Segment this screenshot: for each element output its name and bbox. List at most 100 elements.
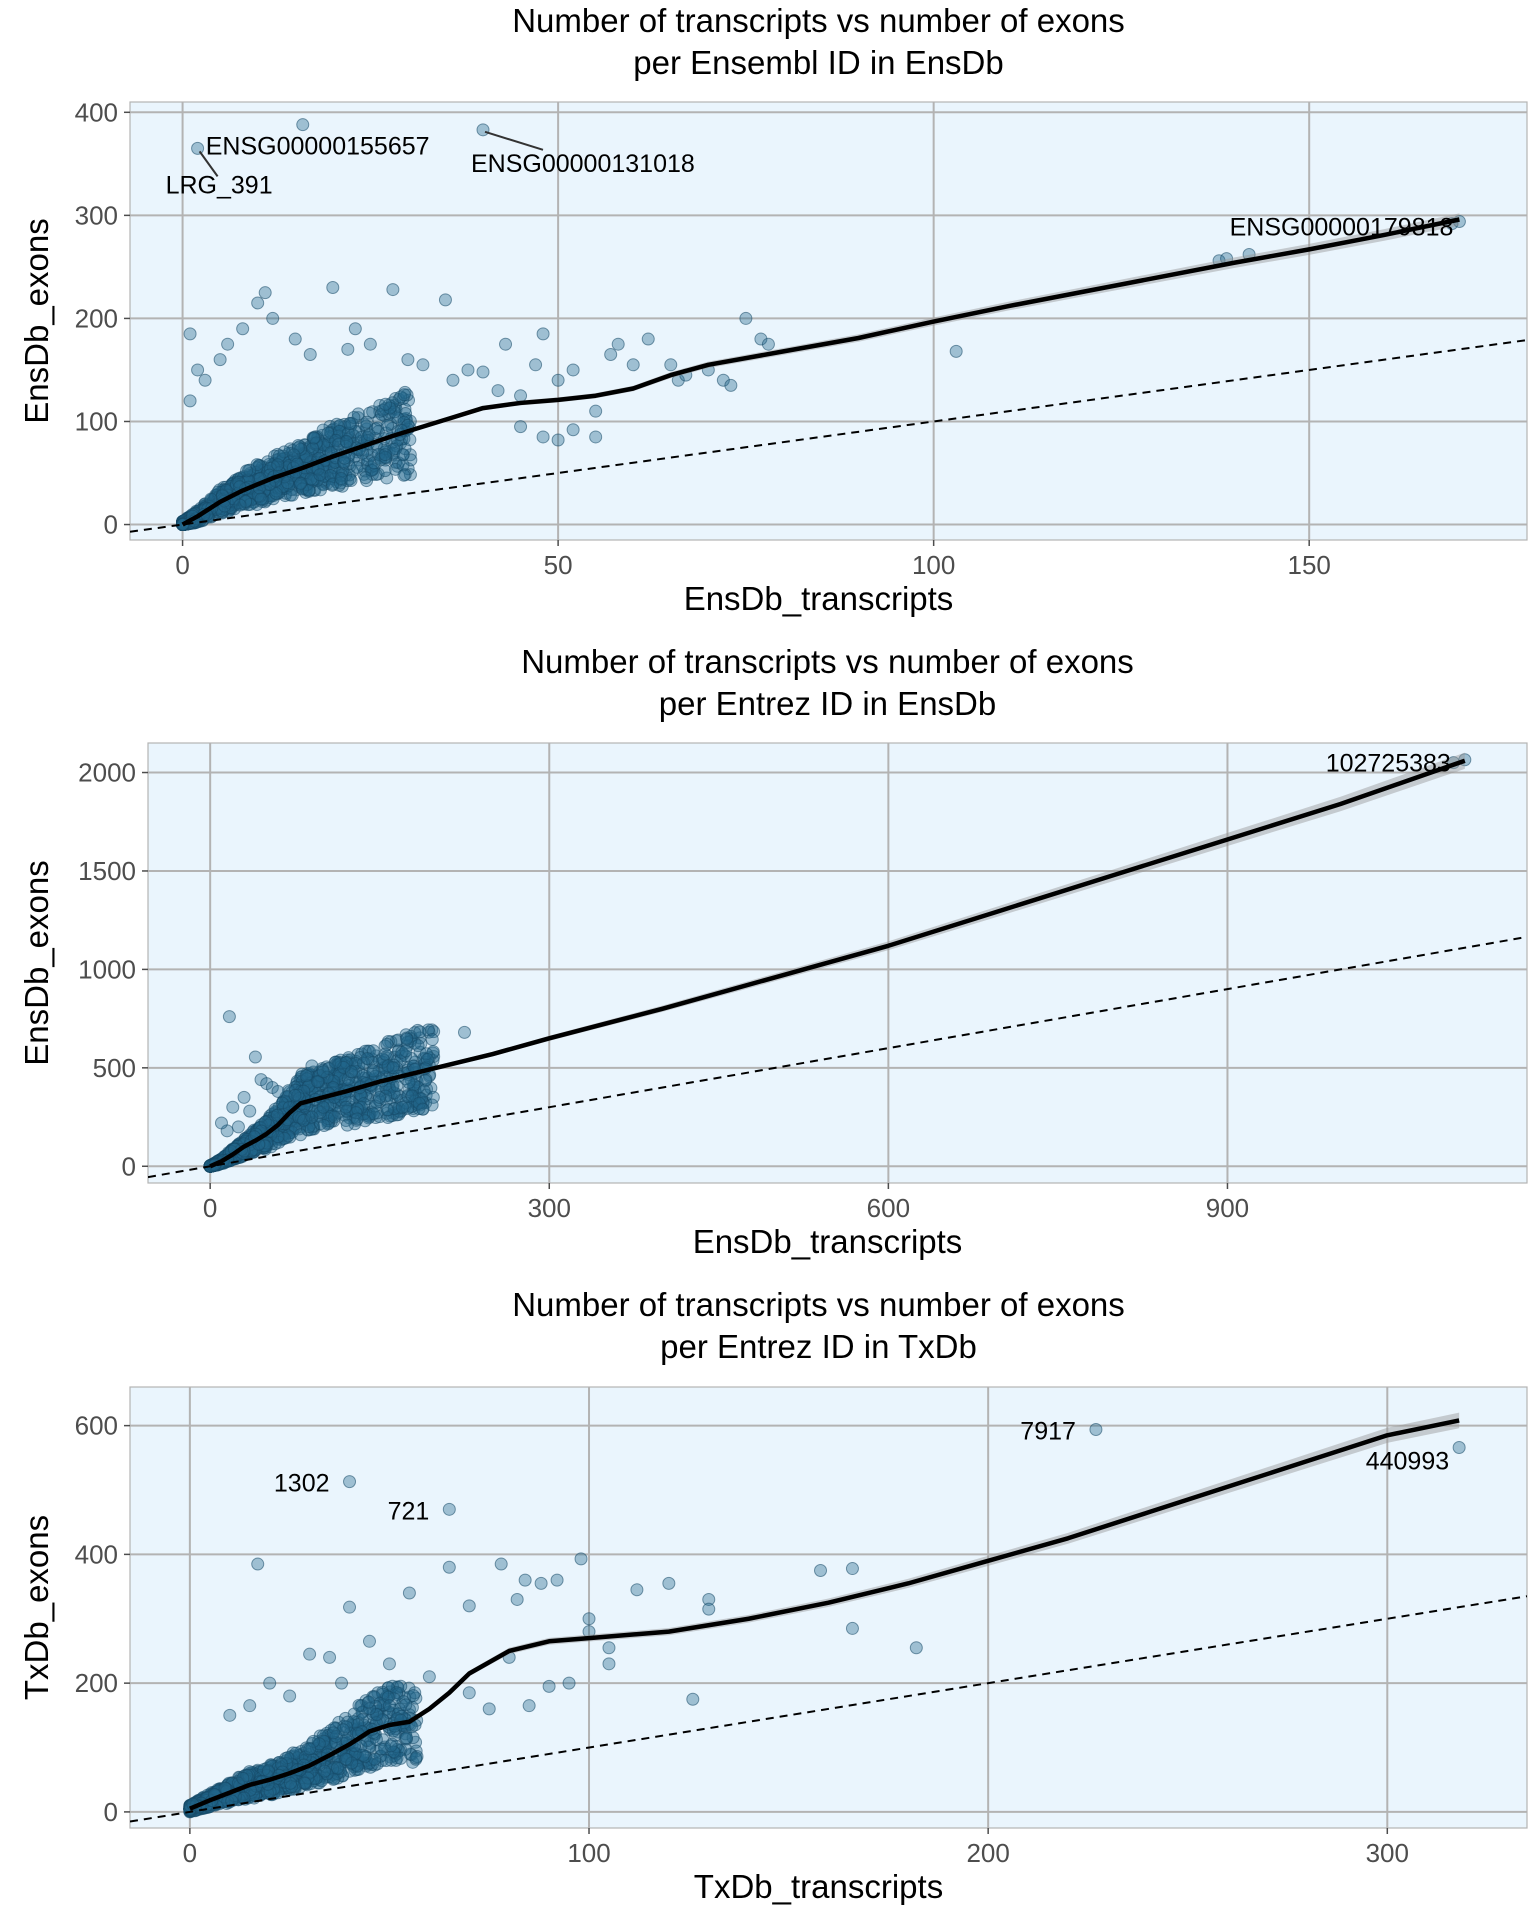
data-point bbox=[499, 337, 513, 351]
plot-area bbox=[130, 118, 1527, 533]
point-label: 102725383 bbox=[1326, 750, 1451, 778]
data-point bbox=[240, 464, 254, 478]
data-point bbox=[909, 1641, 923, 1655]
data-point bbox=[494, 1557, 508, 1571]
x-axis-title: EnsDb_transcripts bbox=[693, 1223, 963, 1260]
data-point bbox=[318, 1764, 332, 1778]
data-point bbox=[411, 1039, 425, 1053]
data-point bbox=[446, 373, 460, 387]
data-point bbox=[266, 311, 280, 325]
data-point bbox=[198, 373, 212, 387]
data-point bbox=[222, 1010, 236, 1024]
x-tick-label: 100 bbox=[912, 550, 955, 580]
data-point bbox=[664, 358, 678, 372]
data-point bbox=[662, 1576, 676, 1590]
data-point bbox=[536, 430, 550, 444]
data-point bbox=[288, 1088, 302, 1102]
data-point bbox=[476, 123, 490, 137]
data-point bbox=[288, 332, 302, 346]
point-label: 7917 bbox=[1020, 1417, 1076, 1445]
data-point bbox=[482, 1702, 496, 1716]
y-axis-title: EnsDb_exons bbox=[18, 860, 55, 1065]
data-point bbox=[191, 363, 205, 377]
data-point bbox=[343, 1475, 357, 1489]
data-point bbox=[518, 1573, 532, 1587]
data-point bbox=[317, 1119, 331, 1133]
label-leader-line bbox=[484, 130, 544, 151]
data-point bbox=[397, 468, 411, 482]
data-point bbox=[702, 1602, 716, 1616]
data-point bbox=[395, 1100, 409, 1114]
data-point bbox=[462, 1599, 476, 1613]
x-tick-label: 300 bbox=[1366, 1838, 1409, 1868]
data-point bbox=[400, 1032, 414, 1046]
data-point bbox=[316, 1100, 330, 1114]
data-point bbox=[396, 458, 410, 472]
data-point bbox=[214, 1116, 228, 1130]
data-point bbox=[384, 1739, 398, 1753]
x-tick-label: 100 bbox=[567, 1838, 610, 1868]
data-point bbox=[283, 1689, 297, 1703]
data-point bbox=[183, 394, 197, 408]
y-axis-title: EnsDb_exons bbox=[18, 218, 55, 423]
data-point bbox=[328, 1055, 342, 1069]
trend-line bbox=[181, 217, 1460, 527]
panel-3: 0 100 200 300 0 200 400 600 1302 721 7917 440993 Num… bbox=[18, 1286, 1528, 1905]
data-point bbox=[343, 1600, 357, 1614]
data-point bbox=[551, 373, 565, 387]
data-point bbox=[378, 1047, 392, 1061]
data-point bbox=[243, 1104, 257, 1118]
data-point bbox=[534, 1576, 548, 1590]
data-point bbox=[362, 428, 376, 442]
data-point bbox=[254, 492, 268, 506]
point-label: 721 bbox=[388, 1497, 430, 1525]
data-point bbox=[1089, 1422, 1103, 1436]
data-point bbox=[306, 441, 320, 455]
data-point bbox=[379, 1754, 393, 1768]
data-point bbox=[589, 430, 603, 444]
data-point bbox=[360, 415, 374, 429]
data-point bbox=[626, 358, 640, 372]
data-point bbox=[348, 322, 362, 336]
chart-title: Number of transcripts vs number of exons bbox=[512, 2, 1125, 39]
data-point bbox=[326, 1726, 340, 1740]
data-point bbox=[566, 423, 580, 437]
data-point bbox=[582, 1612, 596, 1626]
point-label: 1302 bbox=[274, 1470, 330, 1498]
x-tick-label: 200 bbox=[966, 1838, 1009, 1868]
data-point bbox=[360, 1052, 374, 1066]
data-point bbox=[514, 420, 528, 434]
data-point bbox=[213, 353, 227, 367]
data-point bbox=[362, 1695, 376, 1709]
panel-2: 0 300 600 900 0 500 1000 1500 2000 102725383 Numbe… bbox=[18, 643, 1528, 1260]
y-tick-label: 200 bbox=[75, 1668, 118, 1698]
data-point bbox=[313, 483, 327, 497]
data-point bbox=[510, 1592, 524, 1606]
data-point bbox=[1452, 1441, 1466, 1455]
data-point bbox=[271, 1130, 285, 1144]
data-point bbox=[226, 1100, 240, 1114]
x-tick-label: 900 bbox=[1206, 1193, 1249, 1223]
data-point bbox=[529, 358, 543, 372]
panel-1: 0 50 100 150 0 100 200 300 400 LRG_391 ENSG0000015… bbox=[18, 2, 1528, 617]
data-point bbox=[362, 1634, 376, 1648]
data-point bbox=[562, 1676, 576, 1690]
x-tick-label: 0 bbox=[203, 1193, 217, 1223]
data-point bbox=[263, 1676, 277, 1690]
y-tick-label: 2000 bbox=[78, 758, 136, 788]
data-point bbox=[398, 402, 412, 416]
data-point bbox=[378, 448, 392, 462]
chart-title: Number of transcripts vs number of exons bbox=[512, 1286, 1125, 1323]
y-tick-label: 0 bbox=[104, 1797, 118, 1827]
data-point bbox=[400, 1731, 414, 1745]
data-point bbox=[344, 474, 358, 488]
data-point bbox=[339, 1752, 353, 1766]
data-point bbox=[845, 1562, 859, 1576]
data-point bbox=[344, 1065, 358, 1079]
data-point bbox=[350, 1112, 364, 1126]
data-point bbox=[394, 390, 408, 404]
point-label: 440993 bbox=[1366, 1448, 1449, 1476]
data-point bbox=[305, 1110, 319, 1124]
x-tick-label: 50 bbox=[544, 550, 573, 580]
